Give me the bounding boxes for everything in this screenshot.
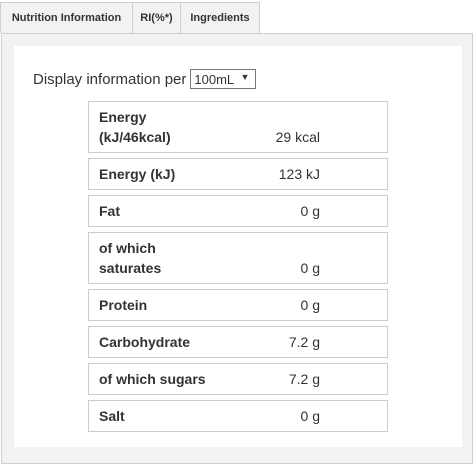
nutrient-name: of which sugars <box>99 371 206 387</box>
nutrient-row-sugars: of which sugars 7.2 g <box>88 363 388 395</box>
tab-ri[interactable]: RI(%*) <box>132 2 181 33</box>
nutrient-name: Carbohydrate <box>99 334 191 350</box>
nutrient-row-carbohydrate: Carbohydrate 7.2 g <box>88 326 388 358</box>
tab-nutrition-information-label: Nutrition Information <box>11 12 122 24</box>
nutrient-name: Fat <box>99 203 120 219</box>
nutrient-value: 0 g <box>300 260 320 276</box>
tab-ri-label: RI(%*) <box>140 12 173 24</box>
nutrient-row-salt: Salt 0 g <box>88 400 388 432</box>
tab-nutrition-information[interactable]: Nutrition Information <box>0 2 133 33</box>
nutrient-value: 7.2 g <box>288 334 320 350</box>
nutrient-row-energy-kj: Energy (kJ) 123 kJ <box>88 158 388 190</box>
nutrient-row-protein: Protein 0 g <box>88 289 388 321</box>
nutrient-name: Protein <box>99 297 148 313</box>
nutrition-panel: Display information per 100mL ▼ Energy (… <box>1 33 473 464</box>
tab-ingredients-label: Ingredients <box>190 12 250 24</box>
serving-size-value: 100mL <box>194 71 235 87</box>
nutrient-row-saturates: of which saturates 0 g <box>88 232 388 284</box>
nutrient-name: Energy (kJ) <box>99 166 176 182</box>
caret-down-icon: ▼ <box>240 72 250 82</box>
nutrient-name: Energy (kJ/46kcal) <box>99 109 171 145</box>
nutrition-content: Display information per 100mL ▼ Energy (… <box>14 46 462 447</box>
nutrient-value: 0 g <box>300 297 320 313</box>
nutrient-value: 123 kJ <box>278 166 320 182</box>
tab-bar: Nutrition Information RI(%*) Ingredients <box>0 2 260 33</box>
nutrient-value: 0 g <box>300 203 320 219</box>
nutrient-value: 0 g <box>300 408 320 424</box>
serving-size-select[interactable]: 100mL ▼ <box>190 69 257 89</box>
display-per-row: Display information per 100mL ▼ <box>33 69 257 89</box>
nutrient-row-fat: Fat 0 g <box>88 195 388 227</box>
nutrient-row-energy-kcal: Energy (kJ/46kcal) 29 kcal <box>88 101 388 153</box>
tab-ingredients[interactable]: Ingredients <box>180 2 260 33</box>
nutrient-value: 7.2 g <box>288 371 320 387</box>
nutrient-value: 29 kcal <box>275 129 320 145</box>
display-per-label: Display information per <box>33 70 187 88</box>
nutrient-name: of which saturates <box>99 240 162 276</box>
nutrient-name: Salt <box>99 408 125 424</box>
